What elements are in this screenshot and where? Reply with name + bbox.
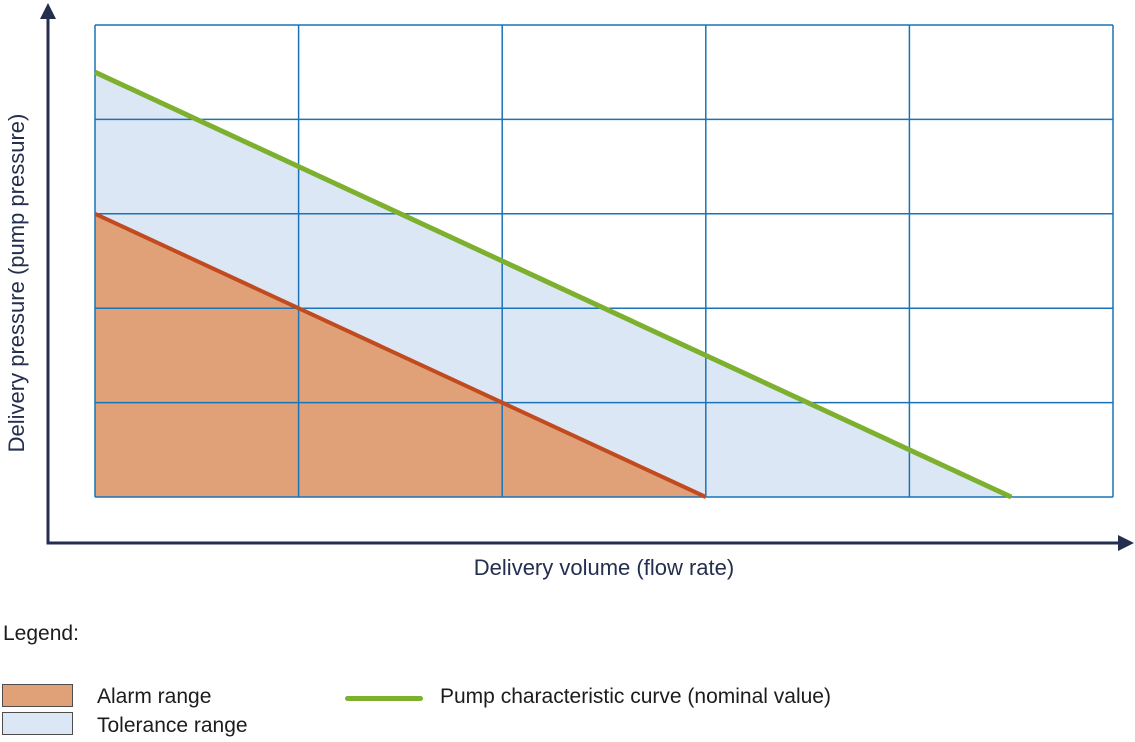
legend-line-pump-curve-icon: [345, 696, 423, 701]
grid-layer: [94, 24, 1114, 498]
legend-label-alarm-range: Alarm range: [97, 685, 212, 708]
x-axis-label: Delivery volume (flow rate): [473, 555, 735, 580]
legend-label-tolerance-range: Tolerance range: [97, 714, 248, 737]
y-axis-arrowhead-icon: [40, 3, 56, 19]
legend-swatch-tolerance-range: [2, 712, 73, 735]
legend-title: Legend:: [3, 622, 79, 645]
curves-layer: [93, 69, 1013, 500]
legend-swatch-alarm-range: [2, 684, 73, 707]
chart-canvas: [40, 3, 1134, 551]
curve-alarm-range-boundary: [94, 211, 707, 499]
curve-pump-characteristic-curve-nominal-value: [93, 69, 1013, 500]
axes-layer: [40, 3, 1134, 551]
x-axis-arrowhead-icon: [1118, 535, 1134, 551]
y-axis-label: Delivery pressure (pump pressure): [3, 113, 29, 453]
legend-label-pump-curve: Pump characteristic curve (nominal value…: [440, 685, 831, 708]
